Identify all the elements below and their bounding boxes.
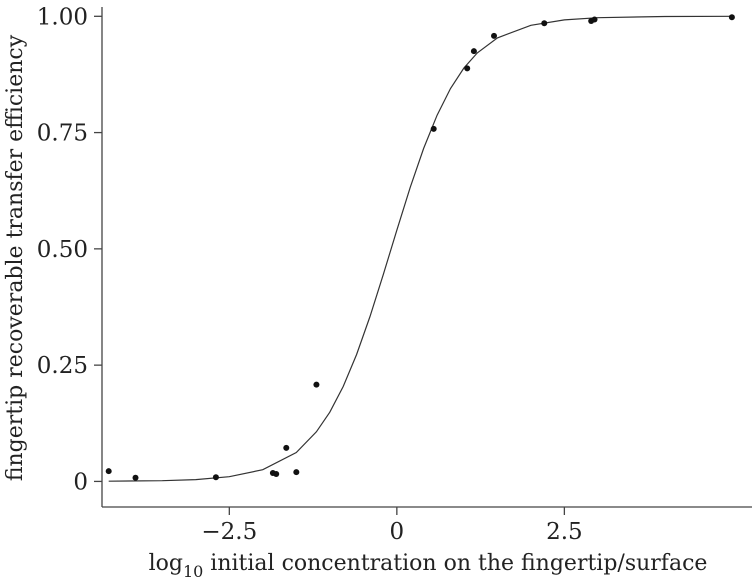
x-axis: −2.5 0 2.5 bbox=[102, 506, 752, 545]
data-point bbox=[430, 125, 437, 132]
data-points bbox=[105, 14, 735, 481]
data-point bbox=[313, 381, 320, 388]
data-point bbox=[293, 469, 300, 476]
data-point bbox=[273, 470, 280, 477]
y-tick-label: 0.75 bbox=[37, 121, 88, 147]
data-point bbox=[541, 20, 548, 27]
data-point bbox=[591, 16, 598, 23]
y-tick-label: 0.50 bbox=[37, 237, 88, 263]
x-axis-label-rest: initial concentration on the fingertip/s… bbox=[203, 551, 707, 576]
y-tick-label: 0 bbox=[73, 469, 88, 495]
x-tick-label: 2.5 bbox=[546, 519, 583, 545]
y-tick-label: 0.25 bbox=[37, 353, 88, 379]
fitted-curve bbox=[108, 15, 732, 482]
data-point bbox=[728, 14, 735, 21]
x-axis-label-log: log bbox=[149, 551, 183, 576]
y-tick-label: 1.00 bbox=[37, 4, 88, 30]
y-ticks: 0 0.25 0.50 0.75 1.00 bbox=[37, 4, 102, 495]
data-point bbox=[491, 32, 498, 39]
x-axis-label-subscript: 10 bbox=[183, 562, 203, 581]
data-point bbox=[132, 474, 139, 481]
data-point bbox=[212, 474, 219, 481]
y-axis-label: fingertip recoverable transfer efficienc… bbox=[3, 34, 28, 481]
x-tick-label: −2.5 bbox=[201, 519, 257, 545]
data-point bbox=[464, 65, 471, 72]
x-ticks: −2.5 0 2.5 bbox=[201, 507, 583, 545]
y-axis: 0 0.25 0.50 0.75 1.00 bbox=[37, 4, 103, 507]
data-point bbox=[105, 468, 112, 475]
data-point bbox=[470, 48, 477, 55]
data-point bbox=[283, 444, 290, 451]
x-axis-label: log10 initial concentration on the finge… bbox=[149, 551, 708, 581]
x-tick-label: 0 bbox=[390, 519, 405, 545]
